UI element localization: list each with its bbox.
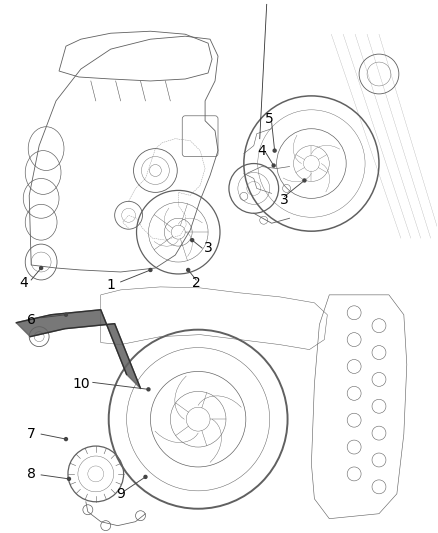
Text: 3: 3 <box>204 241 212 255</box>
Circle shape <box>147 388 150 391</box>
Circle shape <box>149 269 152 271</box>
Text: 9: 9 <box>116 487 125 501</box>
Text: 2: 2 <box>192 276 201 290</box>
Text: 10: 10 <box>72 377 90 391</box>
Circle shape <box>272 164 275 167</box>
Text: 7: 7 <box>27 427 35 441</box>
Text: 4: 4 <box>258 143 266 158</box>
Circle shape <box>64 438 67 441</box>
Circle shape <box>303 179 306 182</box>
Text: 8: 8 <box>27 467 35 481</box>
Circle shape <box>67 478 71 480</box>
Text: 3: 3 <box>280 193 289 207</box>
Text: 1: 1 <box>106 278 115 292</box>
Circle shape <box>273 149 276 152</box>
Circle shape <box>144 475 147 479</box>
Polygon shape <box>16 310 141 389</box>
Circle shape <box>64 313 67 316</box>
Text: 5: 5 <box>265 112 274 126</box>
Circle shape <box>40 266 42 270</box>
Circle shape <box>191 239 194 241</box>
Text: 6: 6 <box>27 313 35 327</box>
Text: 4: 4 <box>19 276 28 290</box>
Circle shape <box>187 269 190 271</box>
